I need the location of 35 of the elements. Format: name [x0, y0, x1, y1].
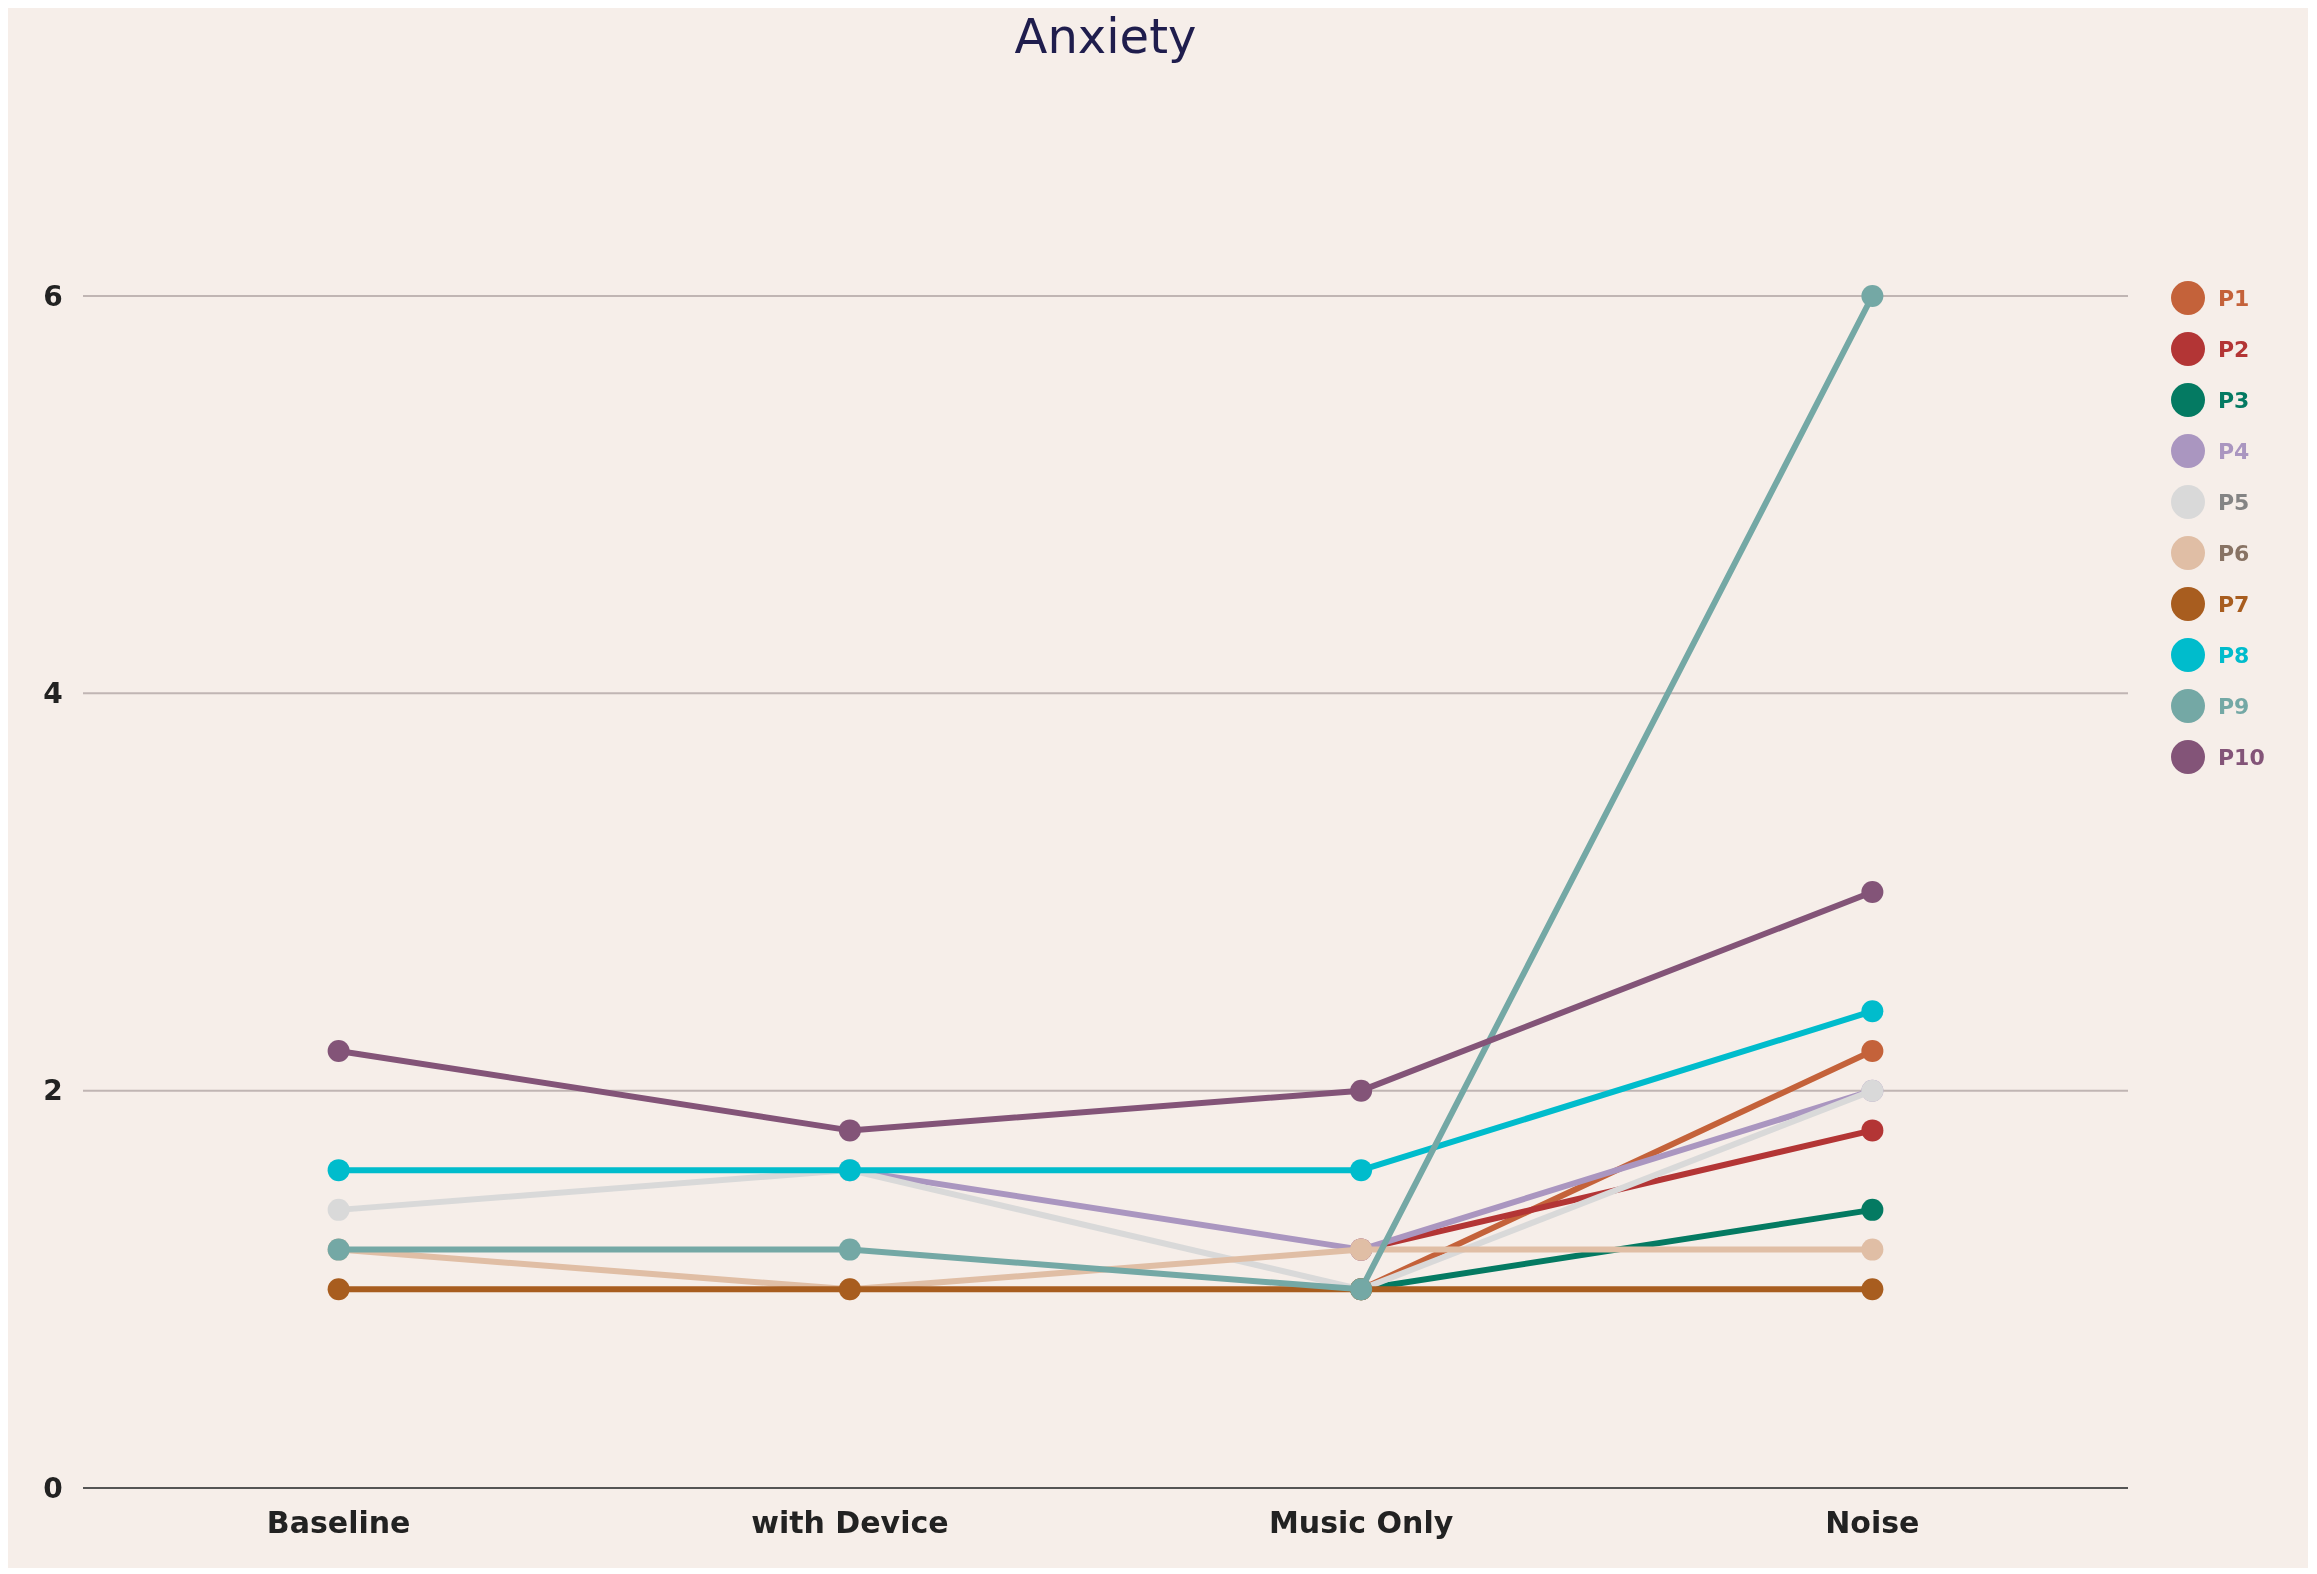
point [1861, 1278, 1884, 1301]
point [327, 1198, 350, 1221]
legend-label: P10 [2218, 744, 2265, 770]
point [1350, 1079, 1373, 1102]
legend-label: P7 [2218, 591, 2250, 617]
point [1861, 1198, 1884, 1221]
point [1861, 1039, 1884, 1062]
y-tick-label: 0 [43, 1471, 63, 1505]
x-tick-label: Music Only [1268, 1505, 1454, 1540]
y-tick-label: 2 [43, 1074, 63, 1108]
point [327, 1159, 350, 1182]
chart-title: Anxiety [1014, 8, 1197, 64]
x-tick-label: with Device [751, 1505, 949, 1540]
point [1861, 285, 1884, 307]
legend-label: P2 [2218, 336, 2250, 362]
point [327, 1039, 350, 1062]
point [327, 1278, 350, 1301]
x-tick-label: Noise [1825, 1505, 1920, 1540]
point [1861, 1000, 1884, 1023]
legend-label: P9 [2218, 693, 2250, 719]
legend-label: P1 [2218, 285, 2250, 311]
point [838, 1119, 861, 1142]
legend-label: P8 [2218, 642, 2250, 668]
point [838, 1238, 861, 1261]
point [1861, 881, 1884, 903]
point [1861, 1238, 1884, 1261]
legend-label: P3 [2218, 387, 2250, 413]
legend-label: P4 [2218, 438, 2250, 464]
y-tick-label: 4 [43, 677, 63, 711]
y-tick-label: 6 [43, 279, 63, 313]
x-tick-label: Baseline [266, 1505, 411, 1540]
point [1861, 1119, 1884, 1142]
legend-label: P5 [2218, 489, 2250, 515]
point [1350, 1159, 1373, 1182]
legend-label: P6 [2218, 540, 2250, 566]
